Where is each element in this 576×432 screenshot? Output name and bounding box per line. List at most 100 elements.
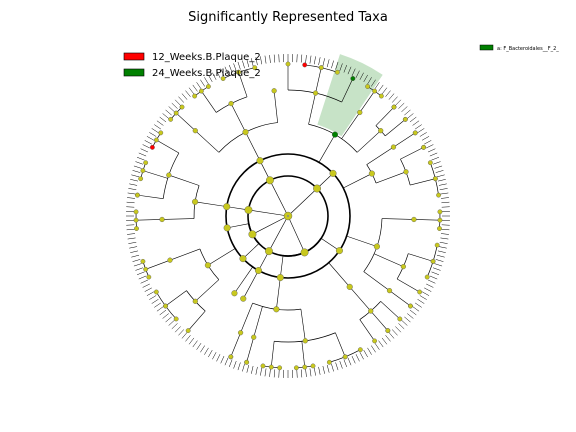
taxon-node xyxy=(335,247,343,255)
leaf-branch xyxy=(436,174,445,178)
leaf-branch xyxy=(228,359,233,368)
leaf-branch xyxy=(136,271,145,276)
leaf-branch xyxy=(440,237,449,240)
leaf-branch xyxy=(128,242,137,244)
leaf-branch xyxy=(133,165,142,169)
taxon-node xyxy=(237,330,244,336)
leaf-branch xyxy=(144,140,152,145)
branch-line xyxy=(318,134,336,163)
branch-line xyxy=(227,223,249,229)
leaf-branch xyxy=(388,93,395,100)
branch-line xyxy=(270,341,275,368)
taxon-node xyxy=(302,364,308,370)
taxon-node xyxy=(220,76,226,81)
leaf-branch xyxy=(318,57,321,66)
taxon-node xyxy=(256,157,264,165)
leaf-branch xyxy=(174,99,181,106)
leaf-branch xyxy=(273,54,276,63)
leaf-branch xyxy=(138,275,147,280)
taxon-node xyxy=(140,168,146,174)
leaf-branch xyxy=(220,355,225,364)
leaf-branch xyxy=(441,228,450,231)
taxon-node xyxy=(265,247,273,256)
branch-line xyxy=(341,78,354,103)
branch-line xyxy=(287,215,305,253)
leaf-branch xyxy=(178,96,185,103)
branch-line xyxy=(276,277,281,310)
leaf-branch xyxy=(378,84,384,92)
taxon-node xyxy=(228,354,234,360)
leaf-branch xyxy=(127,237,136,240)
leaf-branch xyxy=(178,329,185,336)
taxon-node xyxy=(350,76,356,81)
taxon-node xyxy=(149,144,155,150)
leaf-branch xyxy=(165,109,172,116)
branch-line xyxy=(162,218,195,220)
leaf-branch xyxy=(419,295,427,300)
leaf-branch xyxy=(355,70,360,78)
leaf-branch xyxy=(138,152,147,157)
leaf-branch xyxy=(401,319,408,326)
leaf-branch xyxy=(132,170,141,173)
leaf-branch xyxy=(154,302,162,308)
branch-line xyxy=(273,90,278,123)
leaf-branch xyxy=(168,319,175,326)
branch-radials xyxy=(136,64,440,368)
taxon-node xyxy=(300,248,309,257)
taxon-node xyxy=(378,128,384,134)
leaf-branch xyxy=(246,364,250,373)
leaf-branch xyxy=(395,99,402,106)
leaf-branch xyxy=(127,197,136,199)
taxon-node xyxy=(293,365,299,371)
branch-line xyxy=(321,238,340,251)
leaf-branch xyxy=(140,279,149,284)
leaf-branch xyxy=(237,362,241,371)
leaf-branch xyxy=(363,74,368,83)
leaf-branch xyxy=(318,366,321,375)
taxon-node xyxy=(310,363,316,369)
leaf-branch xyxy=(419,132,427,137)
taxon-node xyxy=(244,359,250,365)
leaf-branch xyxy=(371,79,376,87)
branch-line xyxy=(242,243,260,259)
taxon-node xyxy=(153,289,159,295)
branch-line xyxy=(230,332,241,357)
leaf-branch xyxy=(130,250,139,253)
taxon-node xyxy=(313,184,322,193)
leaf-branch xyxy=(435,259,444,262)
leaf-branch xyxy=(335,61,339,70)
taxon-node xyxy=(173,110,179,116)
branch-line xyxy=(195,279,220,302)
leaf-branch xyxy=(162,113,169,119)
taxon-node xyxy=(260,363,266,369)
branch-line xyxy=(252,215,289,235)
taxon-node xyxy=(285,61,291,67)
side-legend-label: a: F_Bacteroidales__F_2_ xyxy=(497,46,559,52)
taxon-node xyxy=(357,109,363,116)
taxon-node xyxy=(368,308,374,314)
branch-line xyxy=(169,248,201,261)
leaf-branch xyxy=(168,106,175,113)
branch-line xyxy=(375,171,407,184)
leaf-branch xyxy=(146,136,155,141)
taxon-node xyxy=(331,131,339,138)
leaf-branch xyxy=(200,79,205,87)
branch-line xyxy=(195,201,227,207)
leaf-branch xyxy=(131,174,140,178)
leaf-branch xyxy=(188,87,195,95)
leaf-branch xyxy=(371,345,376,353)
taxon-node xyxy=(231,290,238,297)
leaf-branch xyxy=(136,156,145,161)
leaf-branch xyxy=(424,287,432,292)
leaf-branch xyxy=(309,55,312,64)
branch-line xyxy=(396,278,420,293)
branch-line xyxy=(287,188,318,217)
taxon-node xyxy=(185,328,191,334)
leaf-branch xyxy=(212,72,217,80)
side-legend: a: F_Bacteroidales__F_2_ xyxy=(479,44,559,52)
leaf-branch xyxy=(154,124,162,130)
taxon-node xyxy=(192,93,198,99)
leaf-branch xyxy=(273,369,276,378)
leaf-branch xyxy=(255,57,258,66)
leaf-branch xyxy=(398,323,405,330)
